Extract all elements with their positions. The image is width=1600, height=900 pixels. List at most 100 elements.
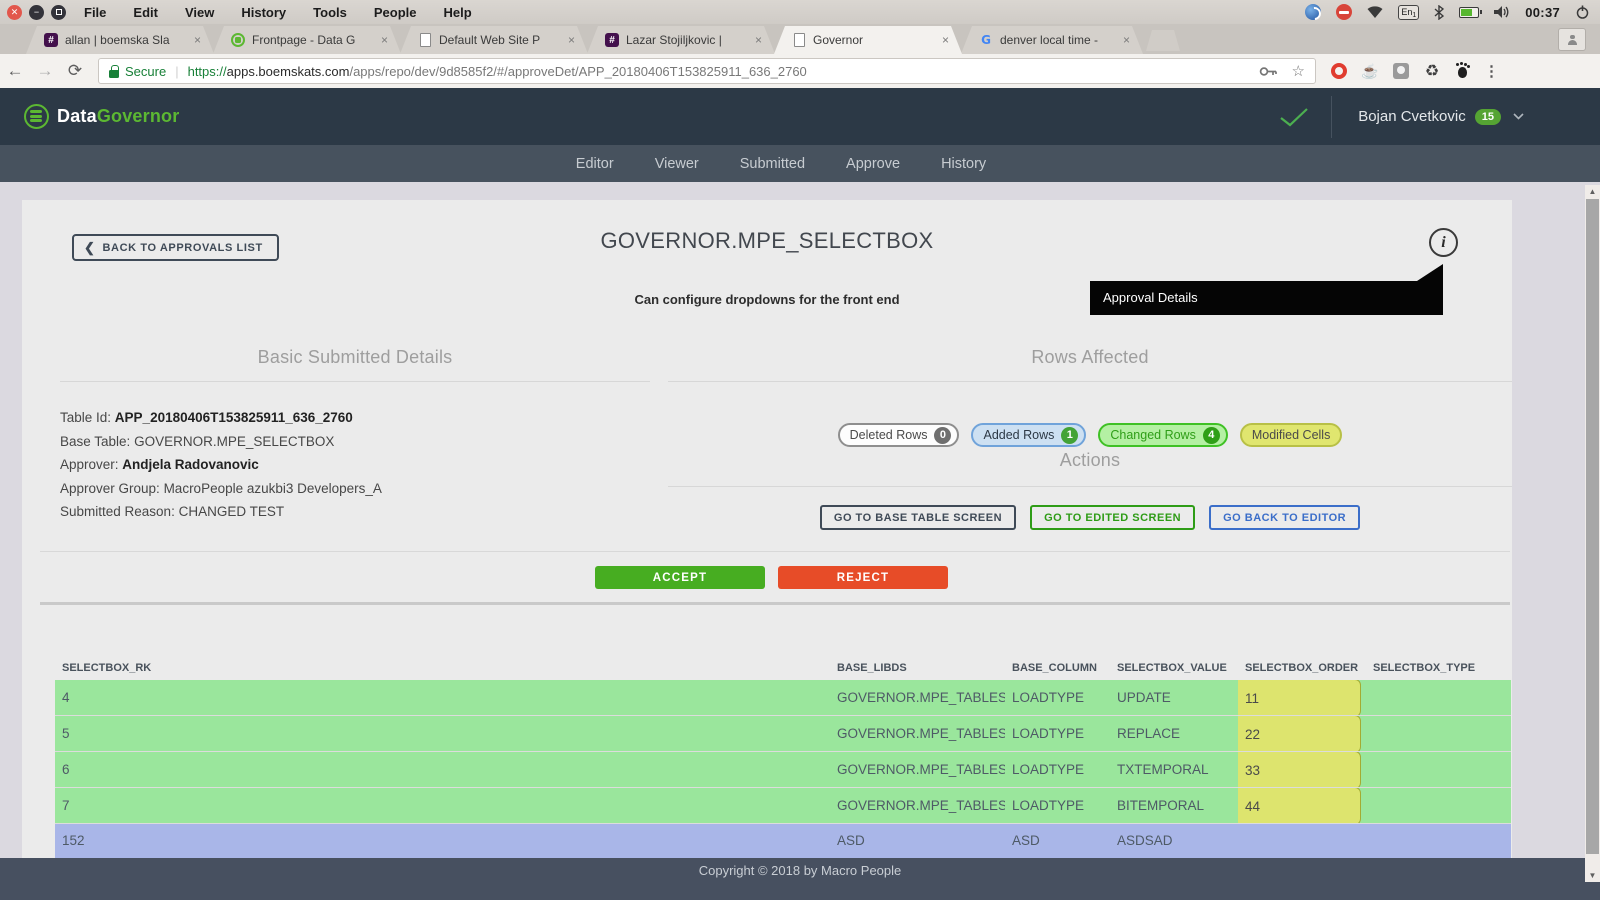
tab-governor-active[interactable]: Governor × (774, 26, 962, 54)
tab-close-icon[interactable]: × (193, 33, 201, 47)
java-extension-icon[interactable]: ☕ (1361, 62, 1379, 79)
nav-approve[interactable]: Approve (846, 155, 901, 172)
tab-close-icon[interactable]: × (754, 33, 762, 47)
column-header[interactable]: SELECTBOX_ORDER (1245, 661, 1359, 674)
menu-file[interactable]: File (84, 4, 107, 20)
window-minimize-button[interactable]: − (29, 4, 44, 20)
info-icon[interactable]: i (1429, 228, 1458, 257)
table-row[interactable]: 7 GOVERNOR.MPE_TABLES LOADTYPE BITEMPORA… (55, 788, 1511, 824)
table-row[interactable]: 5 GOVERNOR.MPE_TABLES LOADTYPE REPLACE 2… (55, 716, 1511, 752)
window-maximize-button[interactable] (51, 4, 66, 20)
go-back-to-editor-button[interactable]: GO BACK TO EDITOR (1209, 505, 1361, 530)
changed-rows-badge[interactable]: Changed Rows 4 (1098, 423, 1228, 447)
column-header[interactable]: SELECTBOX_RK (62, 661, 152, 674)
modified-cells-badge[interactable]: Modified Cells (1239, 423, 1343, 447)
menu-view[interactable]: View (184, 4, 215, 20)
window-close-button[interactable]: ✕ (7, 4, 22, 20)
datagovernor-logo[interactable]: DataGovernor (24, 104, 179, 129)
nav-history[interactable]: History (941, 155, 987, 172)
browser-profile-button[interactable] (1558, 28, 1586, 51)
detail-approver-group: Approver Group: MacroPeople azukbi3 Deve… (60, 480, 382, 496)
deleted-rows-badge[interactable]: Deleted Rows 0 (837, 423, 960, 447)
column-header[interactable]: BASE_COLUMN (1012, 661, 1097, 674)
google-favicon-icon: G (981, 33, 991, 47)
user-menu[interactable]: Bojan Cvetkovic (1358, 108, 1466, 125)
modified-cell[interactable]: 22 (1238, 716, 1361, 751)
page-title: GOVERNOR.MPE_SELECTBOX (600, 228, 934, 253)
tab-default-web-site[interactable]: Default Web Site P × (400, 26, 588, 54)
recycle-extension-icon[interactable]: ♻ (1424, 63, 1440, 80)
gnome-foot-extension-icon[interactable] (1454, 62, 1472, 80)
table-row[interactable]: 6 GOVERNOR.MPE_TABLES LOADTYPE TXTEMPORA… (55, 752, 1511, 788)
session-menu-icon[interactable] (1575, 5, 1590, 20)
tab-frontpage[interactable]: Frontpage - Data G × (213, 26, 401, 54)
go-to-base-table-button[interactable]: GO TO BASE TABLE SCREEN (819, 505, 1017, 530)
volume-icon[interactable] (1494, 5, 1510, 19)
system-tray: En 1 00:37 (1305, 4, 1590, 20)
basic-details-heading: Basic Submitted Details (257, 347, 453, 367)
scrollbar-up-icon[interactable]: ▲ (1588, 187, 1597, 196)
modified-cell[interactable]: 11 (1238, 680, 1361, 715)
added-rows-badge[interactable]: Added Rows 1 (971, 423, 1087, 447)
section-divider (60, 381, 650, 382)
menu-tools[interactable]: Tools (313, 4, 347, 20)
wifi-icon[interactable] (1367, 5, 1383, 19)
tab-close-icon[interactable]: × (1122, 33, 1130, 47)
address-bar[interactable]: Secure | https:// apps.boemskats.com /ap… (98, 58, 1316, 84)
accept-button[interactable]: ACCEPT (595, 566, 765, 589)
do-not-disturb-icon[interactable] (1336, 4, 1353, 20)
gray-extension-icon[interactable] (1392, 62, 1410, 80)
back-icon[interactable]: ← (6, 61, 24, 80)
column-header[interactable]: SELECTBOX_VALUE (1117, 661, 1227, 674)
scrollbar-down-icon[interactable]: ▼ (1588, 871, 1597, 880)
slack-favicon-icon: # (605, 33, 619, 47)
back-to-approvals-button[interactable]: ❮ BACK TO APPROVALS LIST (72, 234, 279, 261)
tab-close-icon[interactable]: × (380, 33, 388, 47)
reject-button[interactable]: REJECT (778, 566, 948, 589)
go-to-edited-screen-button[interactable]: GO TO EDITED SCREEN (1030, 505, 1196, 530)
modified-cell[interactable]: 44 (1238, 788, 1361, 823)
security-label[interactable]: Secure (125, 63, 167, 79)
bluetooth-icon[interactable] (1434, 4, 1445, 20)
reload-icon[interactable]: ⟳ (67, 61, 83, 80)
browser-menu-icon[interactable]: ⋮ (1484, 63, 1499, 80)
new-tab-button[interactable] (1146, 30, 1180, 51)
header-divider (1331, 95, 1333, 138)
menu-edit[interactable]: Edit (133, 4, 158, 20)
menu-people[interactable]: People (373, 4, 417, 20)
user-notification-badge: 15 (1474, 108, 1501, 125)
tab-slack-allan[interactable]: # allan | boemska Sla × (26, 26, 214, 54)
modified-cell[interactable]: 33 (1238, 752, 1361, 787)
thick-divider (40, 602, 1510, 605)
nav-editor[interactable]: Editor (575, 155, 614, 172)
battery-icon[interactable] (1459, 6, 1483, 18)
bookmark-star-icon[interactable]: ☆ (1291, 63, 1305, 80)
column-header[interactable]: SELECTBOX_TYPE (1373, 661, 1476, 674)
app-indicator-icon[interactable] (1305, 4, 1322, 20)
adblock-extension-icon[interactable] (1330, 62, 1348, 80)
password-key-icon[interactable] (1259, 66, 1278, 77)
forward-icon[interactable]: → (36, 61, 54, 80)
scrollbar-thumb[interactable] (1586, 199, 1599, 854)
detail-approver: Approver: Andjela Radovanovic (60, 457, 259, 472)
page-scrollbar: ▲ ▼ (1585, 185, 1600, 882)
keyboard-layout-indicator[interactable]: En 1 (1398, 4, 1420, 20)
header-checkmark-icon[interactable] (1279, 107, 1309, 127)
table-row[interactable]: 152 ASD ASD ASDSAD (55, 824, 1511, 858)
tab-denver-local-time[interactable]: G denver local time - × (961, 26, 1143, 54)
menu-help[interactable]: Help (443, 4, 472, 20)
column-header[interactable]: BASE_LIBDS (837, 661, 907, 674)
chevron-down-icon[interactable] (1513, 113, 1524, 120)
table-row[interactable]: 4 GOVERNOR.MPE_TABLES LOADTYPE UPDATE 11 (55, 680, 1511, 716)
tab-title: denver local time - (1000, 33, 1099, 47)
tab-close-icon[interactable]: × (567, 33, 575, 47)
menu-history[interactable]: History (241, 4, 287, 20)
section-divider (668, 486, 1512, 487)
nav-submitted[interactable]: Submitted (739, 155, 806, 172)
tab-close-icon[interactable]: × (941, 33, 949, 47)
nav-viewer[interactable]: Viewer (654, 155, 699, 172)
tab-slack-lazar[interactable]: # Lazar Stojiljkovic | × (587, 26, 775, 54)
tab-title: Lazar Stojiljkovic | (626, 33, 722, 47)
clock[interactable]: 00:37 (1525, 4, 1560, 20)
